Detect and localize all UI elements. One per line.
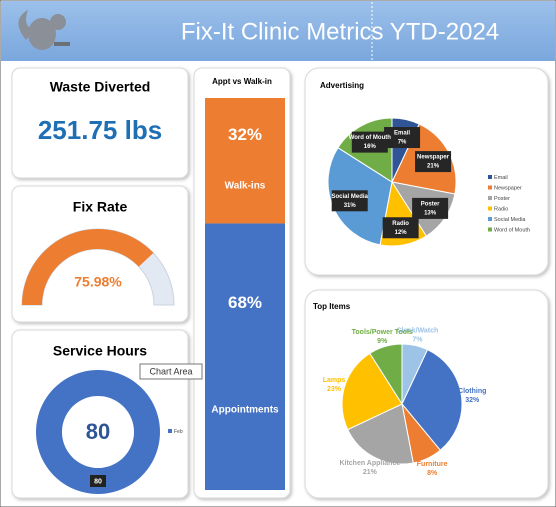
data-label-box xyxy=(384,127,421,149)
data-label-name: Clock/Watch xyxy=(397,328,439,335)
data-label-value: 21% xyxy=(427,164,440,170)
bar-value-label: 32% xyxy=(228,125,262,144)
card xyxy=(11,67,189,179)
data-label-value: 23% xyxy=(327,386,342,393)
header-title: Fix-It Clinic Metrics YTD-2024 xyxy=(181,18,499,45)
data-label-value: 32% xyxy=(465,397,480,404)
data-label-name: Tools/Power Tools xyxy=(352,329,413,336)
data-label-value: 12% xyxy=(395,230,408,236)
data-label-value: 31% xyxy=(344,203,357,209)
data-label-value: 13% xyxy=(424,210,437,216)
data-label-name: Radio xyxy=(392,221,409,227)
legend-label: Word of Mouth xyxy=(494,227,530,233)
data-label-value: 7% xyxy=(398,140,407,146)
data-label-value: 16% xyxy=(364,144,377,150)
data-label-name: Clothing xyxy=(458,388,486,395)
gauge-label: 75.98% xyxy=(74,274,122,290)
data-label-value: 8% xyxy=(427,470,438,477)
data-label-box xyxy=(382,217,419,239)
legend-swatch xyxy=(488,185,492,190)
pie-slice xyxy=(347,403,414,465)
pie-slice xyxy=(369,343,403,406)
tooltip: Chart Area xyxy=(149,366,192,376)
data-label-name: Word of Mouth xyxy=(349,135,392,141)
charts: Waste Diverted 251.75 lbs Fix Rate 75.98% Se… xyxy=(21,77,530,494)
legend-swatch xyxy=(488,196,492,200)
data-label-name: Furniture xyxy=(417,461,448,468)
data-label-name: Email xyxy=(394,131,410,137)
legend-label: Radio xyxy=(494,206,508,212)
legend-label: Email xyxy=(494,175,508,181)
bar-title: Appt vs Walk-in xyxy=(212,77,272,86)
bar-segment xyxy=(205,98,285,224)
kpi-value: 251.75 lbs xyxy=(38,115,162,145)
pie-slice xyxy=(401,349,463,451)
card xyxy=(11,185,189,323)
legend-swatch xyxy=(488,217,492,221)
data-label-name: Newspaper xyxy=(417,155,450,161)
legend-label: Social Media xyxy=(494,217,526,223)
doughnut-title: Service Hours xyxy=(53,343,147,359)
legend-label: Poster xyxy=(494,196,510,202)
data-label-box xyxy=(415,151,452,173)
doughnut-slice xyxy=(35,370,160,494)
data-label-box xyxy=(90,475,106,487)
pie-title: Top Items xyxy=(313,302,351,311)
legend-swatch xyxy=(488,206,492,211)
data-label-name: Lamps xyxy=(323,377,346,384)
pie-title: Advertising xyxy=(320,81,364,90)
gauge-title: Fix Rate xyxy=(73,199,128,215)
data-label-value: 21% xyxy=(363,469,378,476)
bar-segment xyxy=(205,223,285,490)
bar-series-label: Walk-ins xyxy=(225,180,266,191)
bar-series-label: Appointments xyxy=(211,405,279,416)
data-label-name: Social Media xyxy=(332,194,369,200)
data-label-name: Kitchen Appliance xyxy=(339,460,400,467)
pie-slice xyxy=(341,352,403,431)
data-label: 80 xyxy=(94,478,102,485)
legend-label: Newspaper xyxy=(494,185,522,191)
header-bar xyxy=(1,1,555,61)
data-label-value: 7% xyxy=(412,337,423,344)
legend-swatch xyxy=(168,429,172,433)
data-label-box xyxy=(331,190,368,212)
tooltip-box xyxy=(139,363,203,380)
data-label-name: Poster xyxy=(421,201,440,207)
doughnut-center: 80 xyxy=(86,419,110,444)
bar-value-label: 68% xyxy=(228,293,262,312)
logo xyxy=(18,10,70,50)
data-label-box xyxy=(412,197,449,219)
kpi-title: Waste Diverted xyxy=(50,79,151,95)
legend-label: Feb xyxy=(174,429,183,435)
legend-swatch xyxy=(488,175,492,179)
legend-swatch xyxy=(488,227,492,232)
gauge-fill xyxy=(22,229,154,305)
data-label-value: 9% xyxy=(377,338,388,345)
data-label-box xyxy=(351,131,388,153)
